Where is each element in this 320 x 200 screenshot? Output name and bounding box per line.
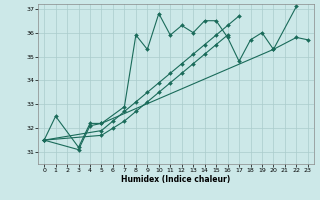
X-axis label: Humidex (Indice chaleur): Humidex (Indice chaleur) <box>121 175 231 184</box>
